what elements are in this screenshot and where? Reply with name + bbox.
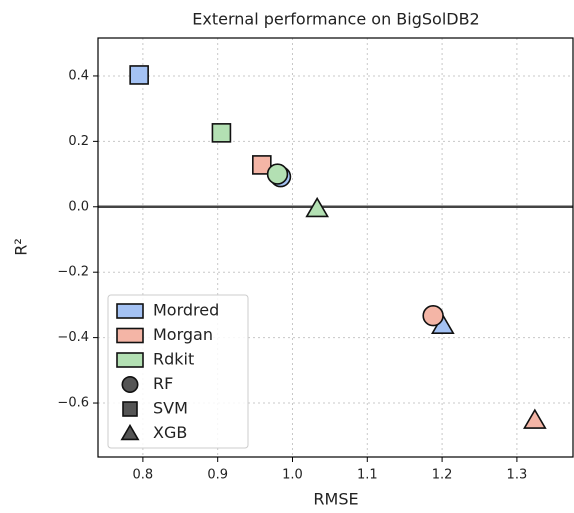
legend-label: Mordred (153, 301, 219, 320)
legend-marker (121, 375, 139, 393)
legend-label: SVM (153, 399, 188, 418)
chart-title: External performance on BigSolDB2 (192, 10, 479, 29)
y-axis-label: R² (12, 238, 31, 256)
x-tick-label: 0.8 (133, 468, 154, 483)
legend-label: Rdkit (153, 350, 194, 369)
legend-swatch (116, 303, 144, 319)
y-tick-label: 0.2 (68, 134, 89, 149)
data-point (523, 408, 547, 429)
x-tick-label: 1.3 (507, 468, 528, 483)
data-point (305, 196, 330, 218)
x-axis-label: RMSE (313, 490, 358, 509)
y-tick-label: −0.6 (57, 396, 89, 411)
y-tick-label: 0.4 (68, 68, 89, 83)
legend-marker (122, 401, 138, 417)
data-point (422, 304, 444, 327)
legend-label: RF (153, 374, 173, 393)
x-tick-label: 1.2 (432, 468, 453, 483)
y-tick-label: −0.4 (57, 330, 89, 345)
legend-marker (120, 423, 140, 441)
y-tick-label: 0.0 (68, 199, 89, 214)
y-tick-label: −0.2 (57, 265, 89, 280)
plot-frame (97, 37, 574, 458)
legend-swatch (116, 327, 144, 344)
data-point (266, 163, 289, 185)
x-tick-label: 0.9 (207, 468, 228, 483)
legend-label: Morgan (153, 325, 213, 344)
legend-label: XGB (153, 423, 187, 442)
x-tick-label: 1.1 (357, 468, 378, 483)
x-tick-label: 1.0 (282, 468, 303, 483)
data-point (211, 123, 232, 143)
data-point (252, 155, 272, 175)
legend-swatch (116, 352, 144, 368)
data-point (129, 65, 149, 85)
